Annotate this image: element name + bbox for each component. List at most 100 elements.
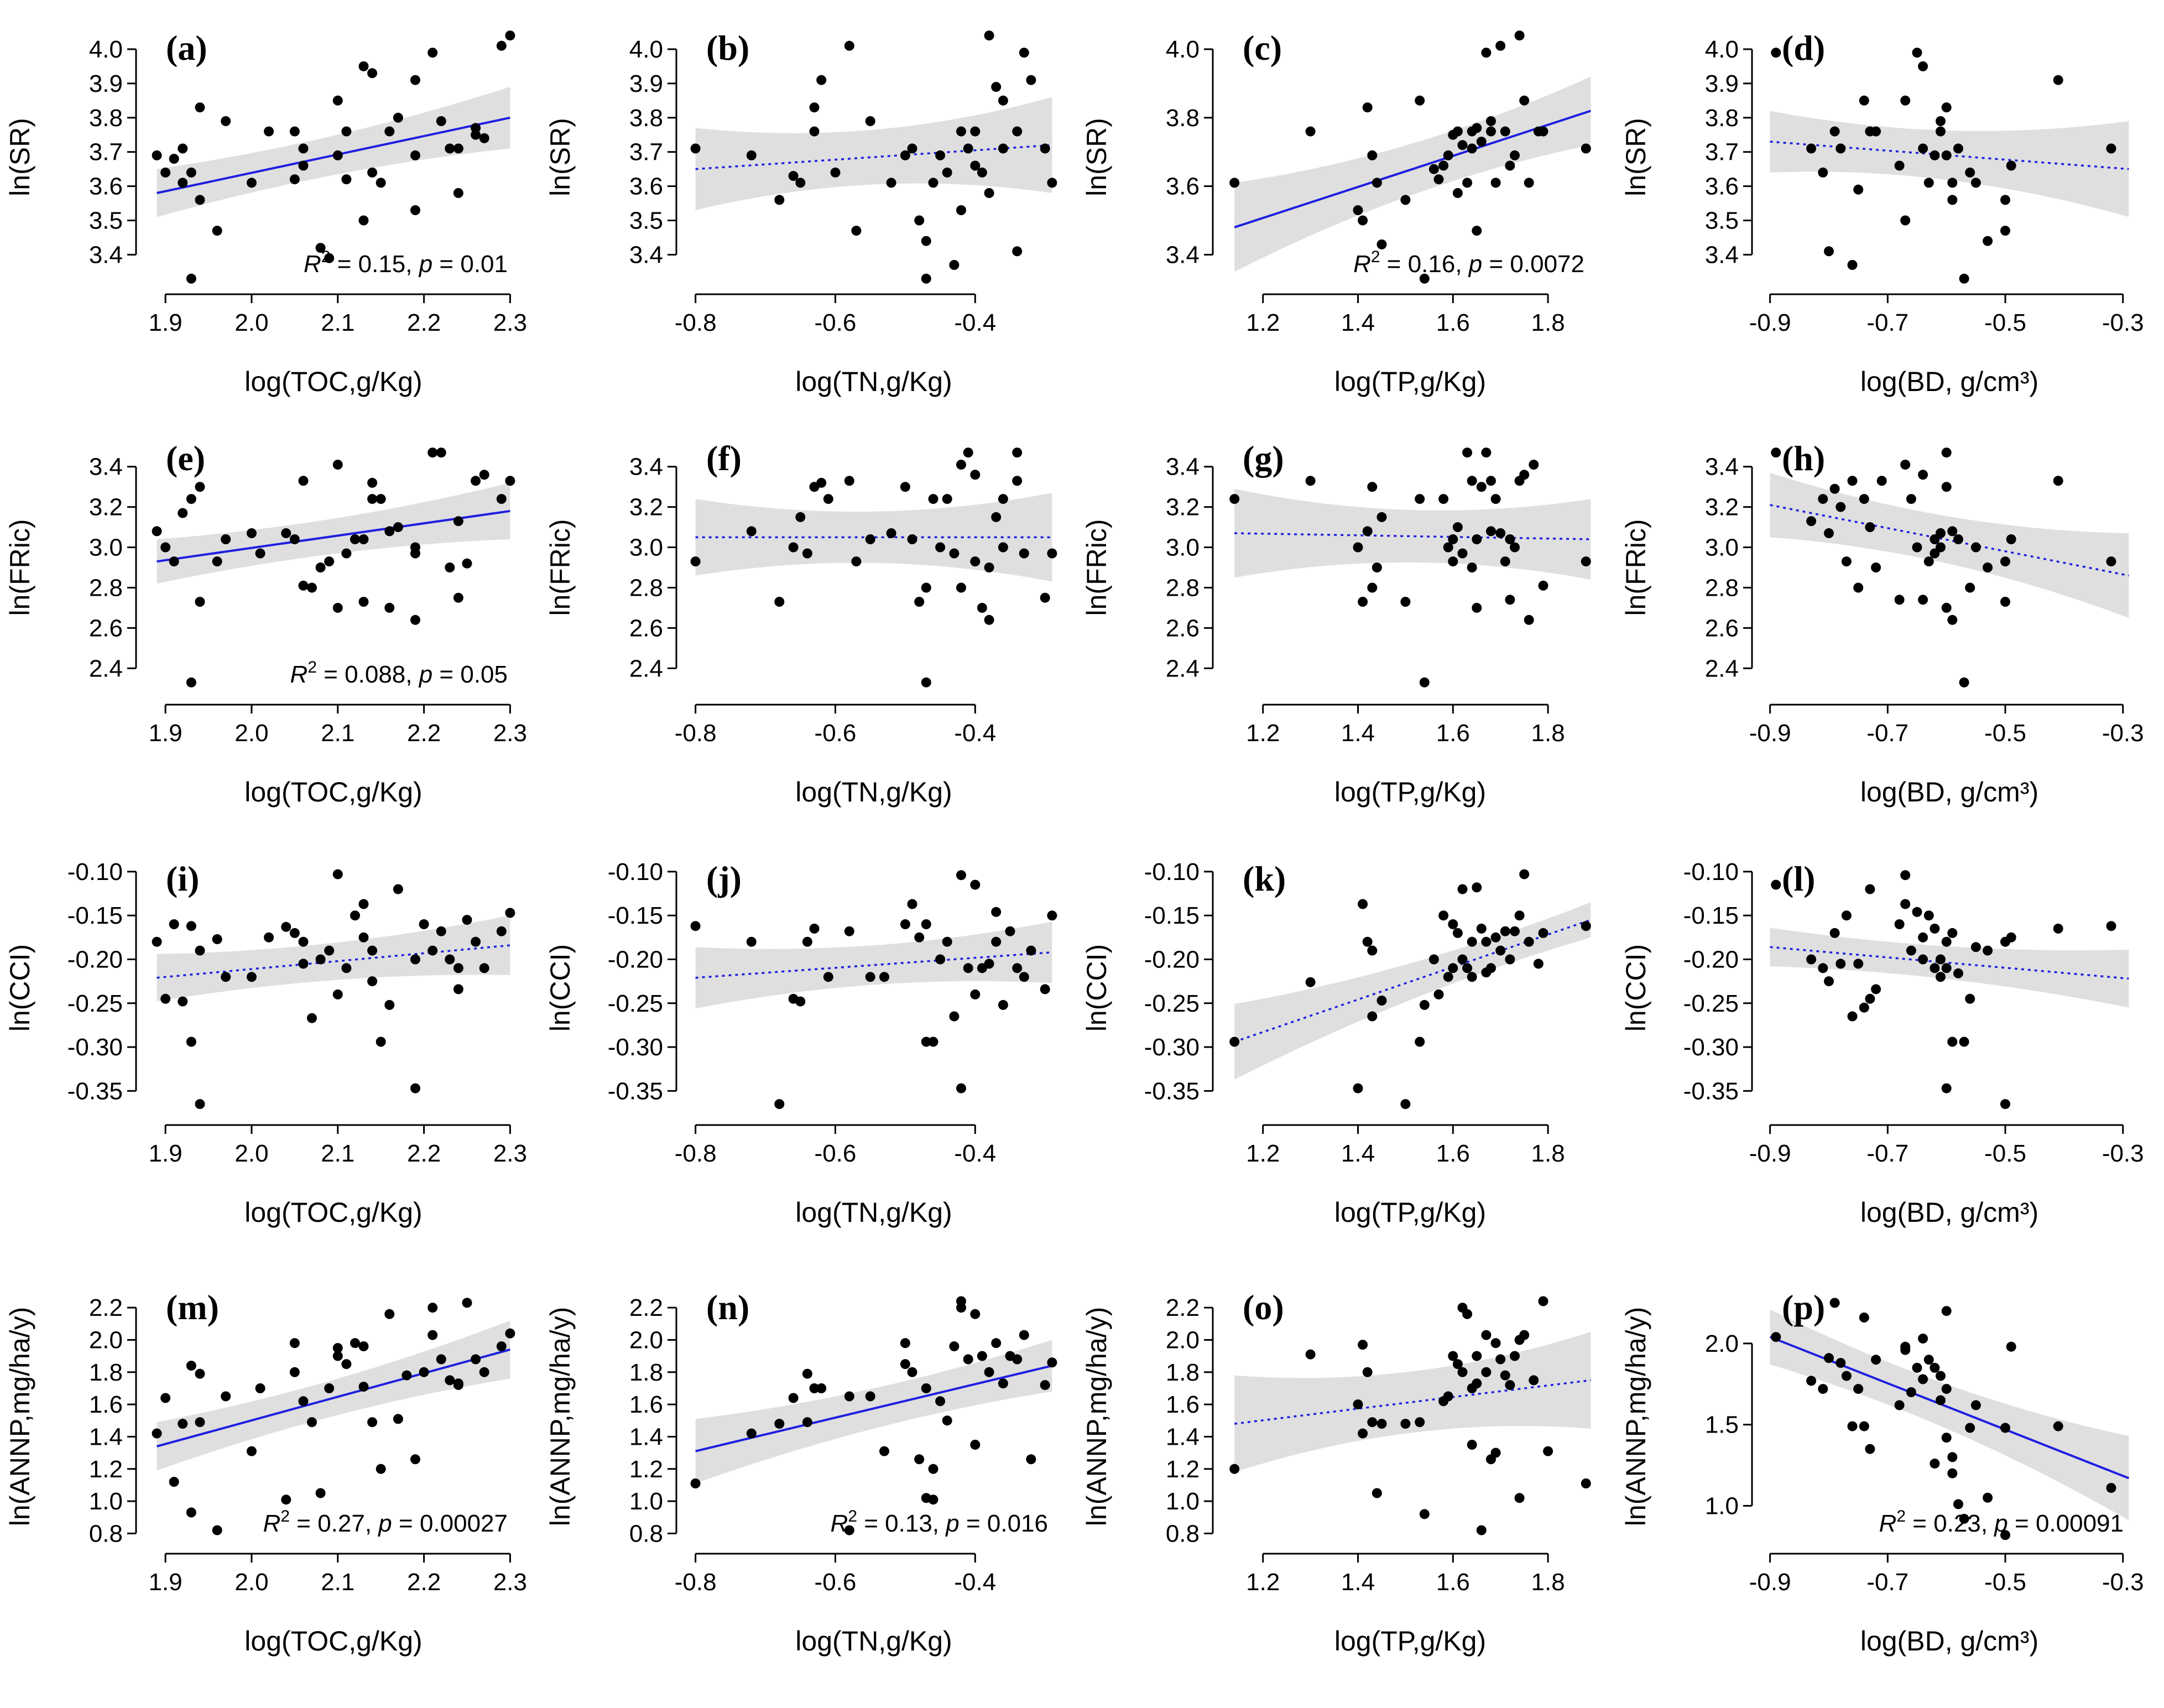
data-point bbox=[1894, 1400, 1905, 1410]
data-point bbox=[1505, 160, 1515, 171]
data-point bbox=[1529, 460, 1539, 470]
data-point bbox=[505, 1328, 515, 1339]
data-point bbox=[332, 602, 343, 613]
data-point bbox=[1538, 126, 1548, 137]
data-point bbox=[307, 1417, 317, 1428]
data-point bbox=[1012, 1354, 1023, 1365]
data-point bbox=[1959, 1513, 1969, 1524]
x-tick-label: 1.6 bbox=[1436, 1140, 1470, 1167]
data-point bbox=[281, 1494, 291, 1505]
data-point bbox=[1019, 972, 1029, 982]
data-point bbox=[1970, 542, 1981, 553]
data-point bbox=[928, 178, 938, 188]
data-point bbox=[900, 1359, 910, 1369]
y-tick-label: 2.6 bbox=[1705, 615, 1739, 642]
data-point bbox=[1923, 556, 1934, 567]
data-point bbox=[1524, 615, 1534, 625]
r2-exponent: 2 bbox=[321, 248, 331, 266]
stat-annotation: R2 = 0.13, p = 0.016 bbox=[831, 1507, 1048, 1537]
y-tick-label: 3.4 bbox=[89, 241, 123, 268]
stat-annotation: R2 = 0.15, p = 0.01 bbox=[304, 248, 508, 278]
data-point bbox=[865, 534, 875, 544]
y-tick-label: -0.20 bbox=[67, 946, 123, 973]
data-point bbox=[178, 178, 188, 188]
x-axis-label: log(TP,g/Kg) bbox=[1334, 1197, 1486, 1228]
data-point bbox=[816, 477, 827, 488]
data-point bbox=[1443, 1391, 1453, 1402]
data-point bbox=[471, 129, 481, 140]
x-tick-label: 1.6 bbox=[1436, 309, 1470, 336]
data-point bbox=[332, 460, 343, 470]
data-point bbox=[1829, 483, 1840, 494]
data-point bbox=[1490, 178, 1501, 188]
data-point bbox=[1847, 1421, 1858, 1431]
data-point bbox=[1510, 542, 1520, 553]
panel-tag: (l) bbox=[1782, 859, 1815, 898]
y-tick-label: 3.0 bbox=[89, 534, 123, 561]
panel-8: -0.9 -0.7 -0.5 -0.3 log(BD, g/cm³) 2.4 2.6 2.8 3… bbox=[1620, 439, 2144, 808]
data-point bbox=[2053, 476, 2063, 486]
data-point bbox=[1500, 926, 1510, 936]
data-point bbox=[1510, 150, 1520, 160]
stat-annotation: R2 = 0.088, p = 0.05 bbox=[290, 658, 508, 688]
data-point bbox=[1900, 95, 1911, 106]
p-value: 0.00027 bbox=[420, 1510, 508, 1537]
data-point bbox=[1472, 226, 1482, 236]
regression-line bbox=[1234, 110, 1592, 228]
data-point bbox=[1486, 963, 1496, 973]
data-point bbox=[1923, 1355, 1934, 1365]
data-point bbox=[970, 470, 981, 480]
x-axis-label: log(TOC,g/Kg) bbox=[244, 1626, 422, 1657]
data-point bbox=[1505, 954, 1515, 965]
x-axis-label: log(BD, g/cm³) bbox=[1860, 366, 2038, 397]
data-point bbox=[471, 476, 481, 486]
data-point bbox=[1448, 919, 1458, 929]
x-tick-label: 1.4 bbox=[1341, 720, 1375, 747]
x-tick-label: 2.0 bbox=[234, 1569, 268, 1596]
data-point bbox=[315, 243, 326, 253]
data-point bbox=[690, 921, 701, 931]
x-tick-label: 2.1 bbox=[321, 1140, 354, 1167]
data-point bbox=[1941, 602, 1952, 613]
data-point bbox=[1448, 963, 1458, 973]
x-tick-label: -0.3 bbox=[2102, 1140, 2144, 1167]
x-tick-label: -0.8 bbox=[675, 309, 717, 336]
y-tick-label: 2.4 bbox=[89, 655, 123, 682]
data-point bbox=[795, 996, 806, 1007]
data-point bbox=[281, 921, 291, 932]
data-point bbox=[2000, 1423, 2010, 1433]
r2-symbol: R bbox=[1353, 251, 1371, 278]
data-point bbox=[376, 178, 386, 188]
r2-value: 0.13 bbox=[885, 1510, 932, 1537]
data-point bbox=[152, 526, 162, 537]
data-point bbox=[907, 143, 917, 154]
r2-exponent: 2 bbox=[848, 1507, 857, 1525]
data-point bbox=[289, 1367, 300, 1377]
data-point bbox=[1376, 512, 1387, 522]
r2-exponent: 2 bbox=[1896, 1507, 1906, 1525]
data-point bbox=[1467, 936, 1477, 947]
p-equals: = bbox=[2008, 1510, 2036, 1537]
y-tick-label: -0.20 bbox=[1144, 946, 1200, 973]
data-point bbox=[298, 476, 309, 486]
data-point bbox=[1433, 174, 1444, 185]
x-axis-label: log(TOC,g/Kg) bbox=[244, 1197, 422, 1228]
data-point bbox=[1853, 184, 1864, 195]
data-point bbox=[315, 1488, 326, 1498]
x-tick-label: 2.2 bbox=[407, 720, 441, 747]
data-point bbox=[255, 548, 265, 559]
x-tick-label: -0.4 bbox=[954, 1569, 996, 1596]
data-point bbox=[160, 1393, 171, 1403]
y-tick-label: 3.7 bbox=[89, 139, 123, 166]
data-point bbox=[186, 677, 196, 688]
data-point bbox=[1912, 542, 1922, 553]
data-point bbox=[1481, 447, 1492, 458]
x-tick-label: -0.8 bbox=[675, 1569, 717, 1596]
data-point bbox=[690, 143, 701, 154]
data-point bbox=[949, 548, 960, 559]
data-point bbox=[1452, 928, 1463, 938]
data-point bbox=[1457, 548, 1468, 559]
data-point bbox=[307, 582, 317, 593]
data-point bbox=[956, 1303, 966, 1313]
data-point bbox=[1362, 1367, 1373, 1377]
